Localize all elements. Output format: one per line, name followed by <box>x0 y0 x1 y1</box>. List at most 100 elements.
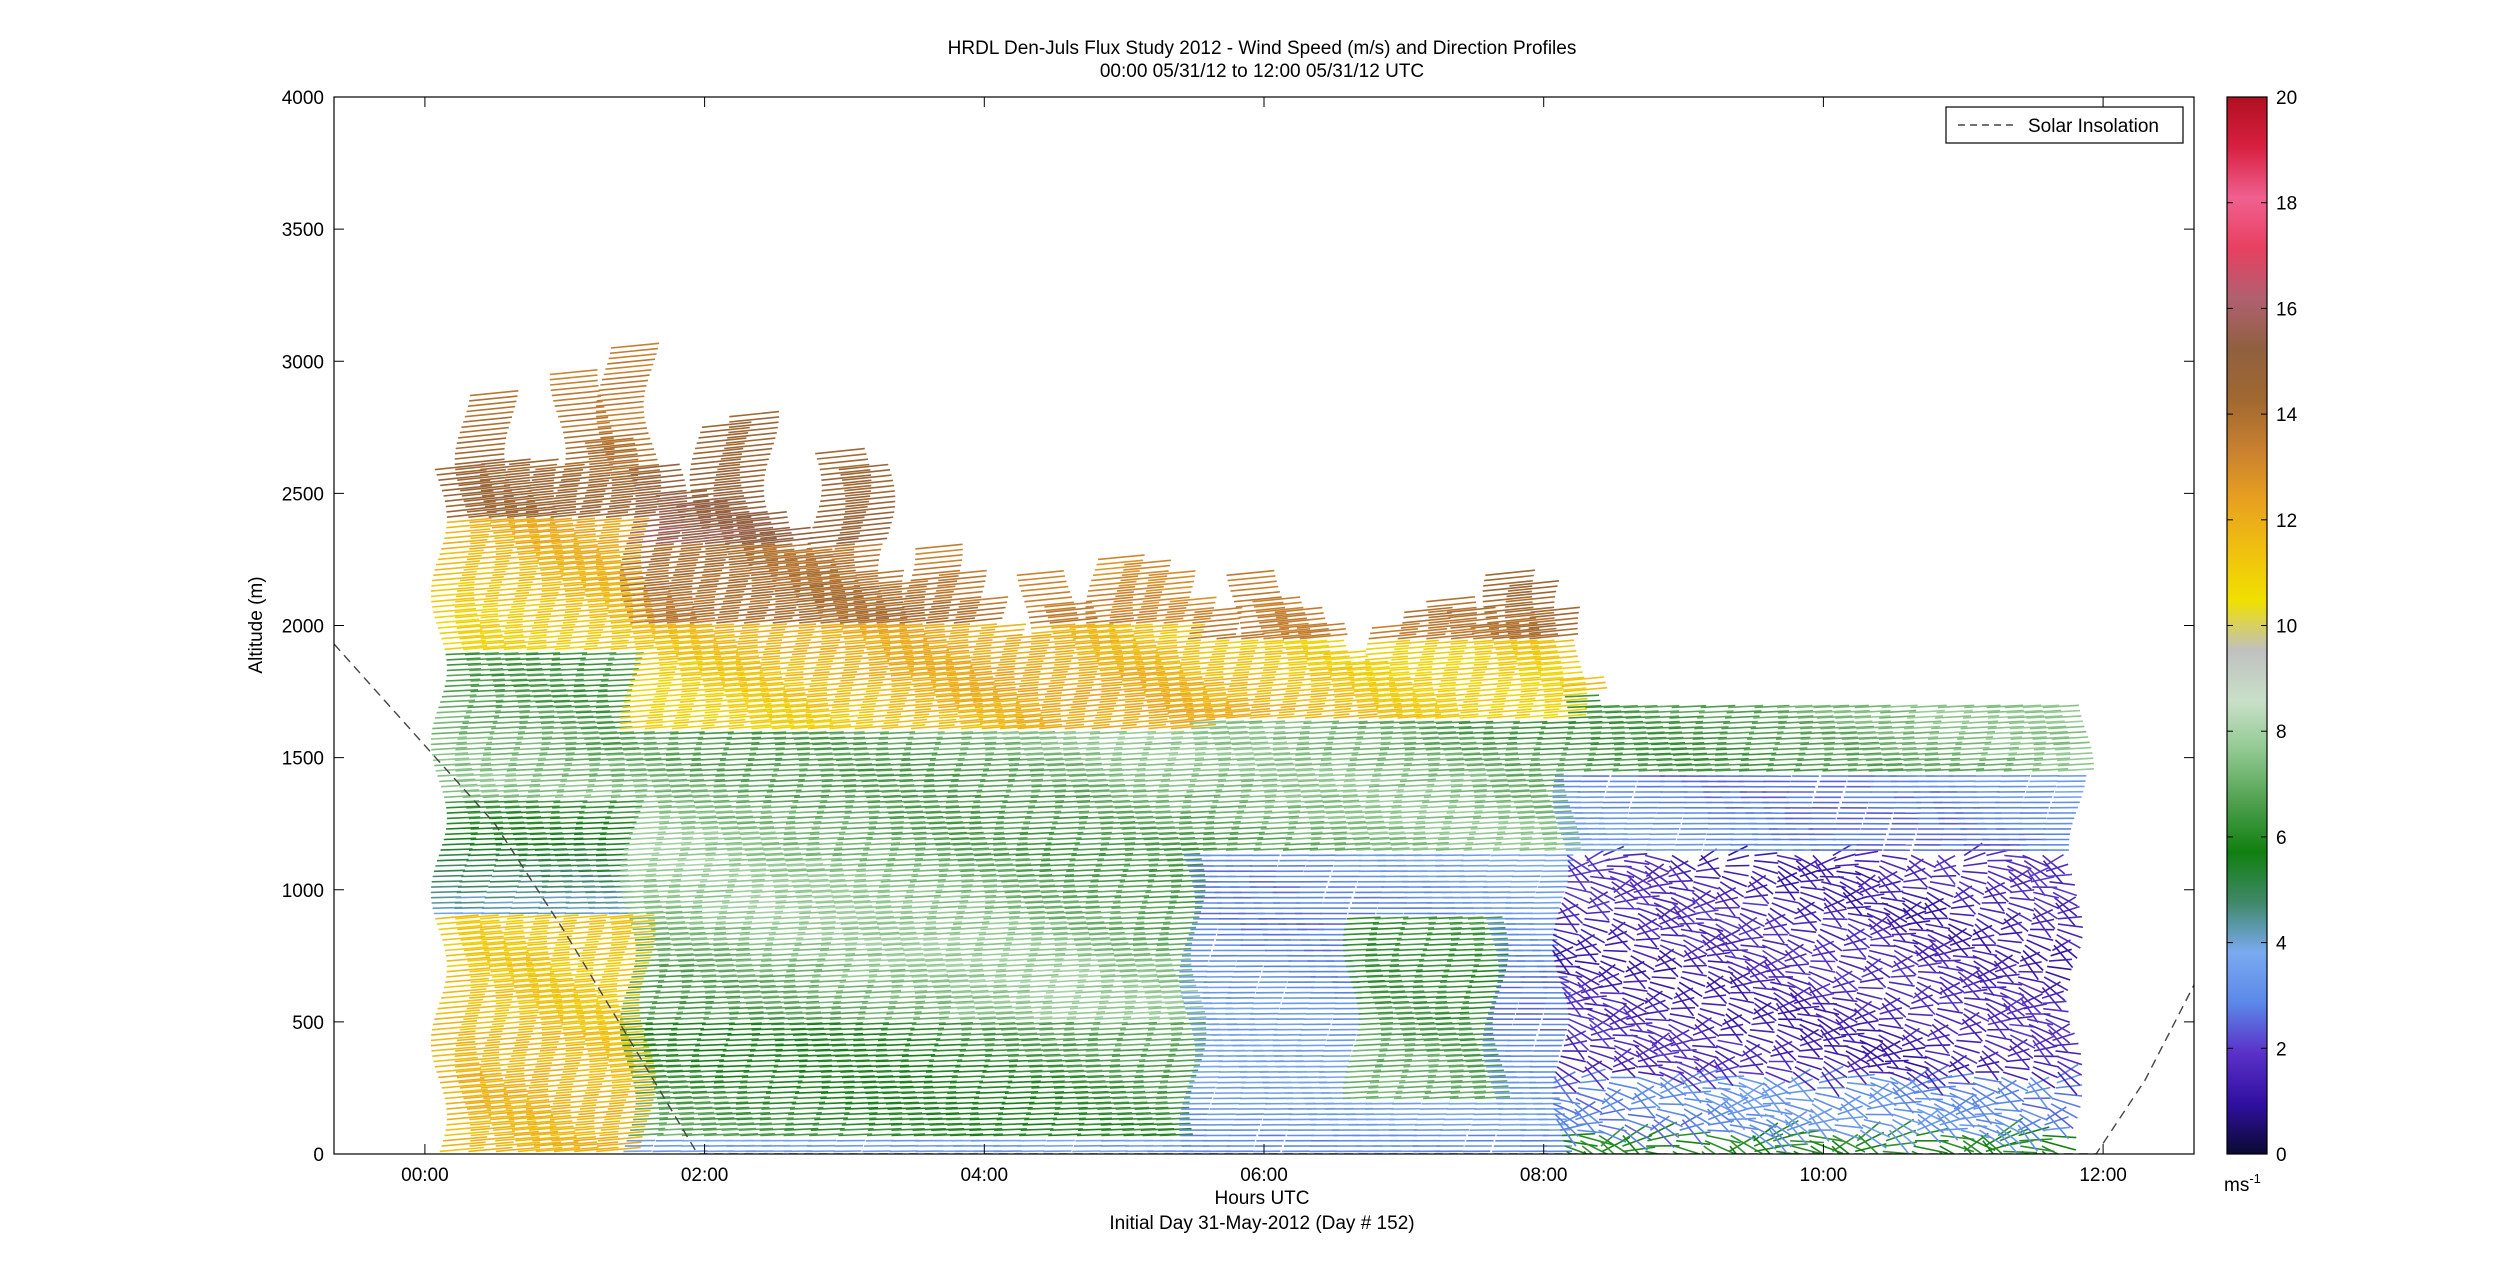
wind-barb <box>713 1085 748 1089</box>
wind-barb <box>681 826 719 830</box>
wind-barb <box>698 815 736 820</box>
wind-barb <box>541 1025 586 1031</box>
wind-barb <box>747 857 785 862</box>
wind-barb <box>597 538 644 545</box>
wind-barb <box>558 411 607 418</box>
wind-barb <box>698 963 734 968</box>
wind-barb <box>442 639 486 645</box>
wind-barb <box>739 784 775 788</box>
wind-barb <box>470 522 516 529</box>
wind-barb <box>702 868 740 873</box>
wind-barb <box>648 863 685 867</box>
wind-barb <box>444 644 488 651</box>
wind-barb <box>550 977 594 983</box>
wind-barb <box>580 805 615 809</box>
wind-barb <box>579 956 623 962</box>
wind-barb <box>504 479 554 487</box>
wind-barb <box>610 618 655 624</box>
wind-barb <box>433 570 477 577</box>
wind-barb <box>694 442 745 450</box>
wind-barb <box>511 602 555 608</box>
wind-barb <box>657 979 693 983</box>
wind-barb <box>717 611 767 619</box>
wind-barb <box>690 634 735 640</box>
wind-barb <box>588 602 633 608</box>
wind-barb <box>699 665 743 672</box>
wind-barb <box>457 778 495 783</box>
wind-barb <box>674 1016 710 1020</box>
wind-barb <box>506 469 556 476</box>
wind-barb <box>575 1004 619 1010</box>
wind-barb <box>666 900 703 904</box>
wind-barb <box>597 1136 643 1142</box>
wind-barb <box>666 768 702 772</box>
wind-barb <box>658 676 702 682</box>
wind-barb <box>620 736 656 740</box>
wind-barb <box>623 747 659 751</box>
wind-barb <box>694 500 746 508</box>
wind-barb <box>729 868 767 873</box>
wind-barb <box>634 1085 669 1089</box>
wind-barb <box>704 532 756 540</box>
wind-barb <box>446 1104 491 1110</box>
wind-barb <box>508 517 554 524</box>
wind-barb <box>433 607 477 614</box>
wind-barb <box>643 580 693 587</box>
wind-barb <box>469 694 505 698</box>
wind-barb <box>480 914 524 920</box>
wind-barb <box>573 544 619 550</box>
wind-barb <box>454 912 485 915</box>
wind-barb <box>695 1043 729 1047</box>
wind-barb <box>525 505 576 513</box>
wind-barb <box>678 810 715 814</box>
wind-barb <box>573 1136 619 1142</box>
wind-barb <box>748 905 785 909</box>
wind-barb <box>623 548 673 555</box>
wind-barb <box>666 1048 700 1052</box>
wind-barb <box>434 565 479 571</box>
wind-barb <box>665 752 701 756</box>
wind-barb <box>722 447 773 455</box>
wind-barb <box>702 826 739 830</box>
wind-barb <box>573 533 619 540</box>
wind-barb <box>596 1141 642 1147</box>
wind-barb <box>530 1077 575 1084</box>
wind-barb <box>632 926 669 931</box>
wind-barb <box>681 1122 717 1126</box>
wind-barb <box>565 602 610 608</box>
wind-barb <box>588 778 625 783</box>
wind-barb <box>597 842 630 846</box>
wind-barb <box>441 694 477 698</box>
wind-barb <box>604 747 640 751</box>
wind-barb <box>665 1059 700 1063</box>
wind-barb <box>482 794 520 799</box>
wind-barb <box>505 505 556 513</box>
wind-barb <box>609 1099 654 1105</box>
wind-barb <box>586 634 631 640</box>
wind-barb <box>608 1056 653 1063</box>
wind-barb <box>454 607 498 614</box>
wind-barb <box>552 993 597 999</box>
wind-barb <box>605 816 639 820</box>
wind-barb <box>713 479 765 487</box>
wind-barb <box>658 805 695 809</box>
wind-barb-profiles <box>430 342 2094 1154</box>
wind-barb <box>526 668 561 672</box>
wind-barb <box>624 752 660 756</box>
wind-barb <box>559 565 605 571</box>
wind-barb <box>535 1062 580 1068</box>
wind-barb <box>489 731 525 735</box>
wind-barb <box>619 1022 653 1026</box>
wind-barb <box>633 815 671 820</box>
wind-profile <box>573 437 639 1153</box>
wind-barb <box>727 548 777 555</box>
wind-barb <box>519 1014 564 1020</box>
wind-barb <box>676 1101 711 1105</box>
wind-barb <box>689 768 725 772</box>
wind-barb <box>596 715 631 719</box>
wind-barb <box>705 841 742 846</box>
wind-barb <box>558 783 595 788</box>
wind-barb <box>532 773 569 777</box>
wind-barb <box>467 853 500 857</box>
wind-barb <box>491 1120 537 1126</box>
